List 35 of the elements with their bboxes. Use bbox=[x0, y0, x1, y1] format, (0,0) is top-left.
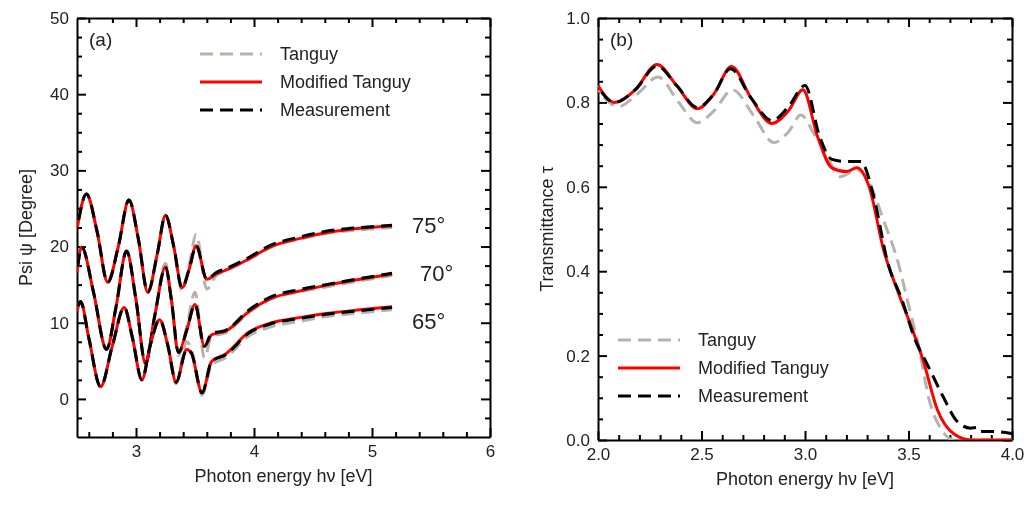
annotation: 70° bbox=[420, 260, 454, 286]
x-tick-label: 2.0 bbox=[586, 445, 611, 465]
y-axis-title: Psi ψ [Degree] bbox=[16, 169, 36, 286]
x-tick-label: 4 bbox=[249, 442, 260, 462]
annotation: 75° bbox=[412, 212, 446, 238]
x-tick-label: 2.5 bbox=[690, 445, 714, 465]
y-tick-label: 10 bbox=[50, 313, 69, 333]
y-tick-label: 50 bbox=[50, 8, 69, 28]
x-tick-label: 5 bbox=[367, 442, 378, 462]
legend-label: Modified Tanguy bbox=[698, 358, 829, 379]
y-tick-label: 0.8 bbox=[566, 93, 590, 113]
legend-label: Measurement bbox=[698, 386, 809, 407]
y-tick-label: 1.0 bbox=[566, 8, 590, 28]
x-tick-label: 3 bbox=[131, 442, 142, 462]
x-axis-title: Photon energy hν [eV] bbox=[194, 466, 373, 486]
legend-label: Tanguy bbox=[280, 44, 339, 65]
x-tick-label: 6 bbox=[485, 442, 496, 462]
y-tick-label: 0 bbox=[59, 389, 69, 409]
annotation: 65° bbox=[412, 309, 446, 335]
x-tick-label: 3.0 bbox=[793, 445, 818, 465]
legend-label: Modified Tanguy bbox=[280, 72, 411, 93]
legend-label: Measurement bbox=[280, 100, 391, 121]
legend-label: Tanguy bbox=[698, 330, 757, 351]
x-tick-label: 4.0 bbox=[1000, 445, 1025, 465]
y-tick-label: 40 bbox=[50, 85, 69, 105]
y-tick-label: 20 bbox=[50, 237, 69, 257]
y-tick-label: 0.2 bbox=[566, 346, 590, 366]
y-axis-title: Transmittance τ bbox=[537, 166, 557, 292]
y-tick-label: 0.4 bbox=[566, 262, 590, 282]
y-tick-label: 0.6 bbox=[566, 177, 590, 197]
x-tick-label: 3.5 bbox=[897, 445, 921, 465]
text: (b) bbox=[610, 29, 634, 50]
y-tick-label: 30 bbox=[50, 161, 69, 181]
x-axis-title: Photon energy hν [eV] bbox=[715, 469, 895, 489]
text: (a) bbox=[89, 29, 113, 50]
